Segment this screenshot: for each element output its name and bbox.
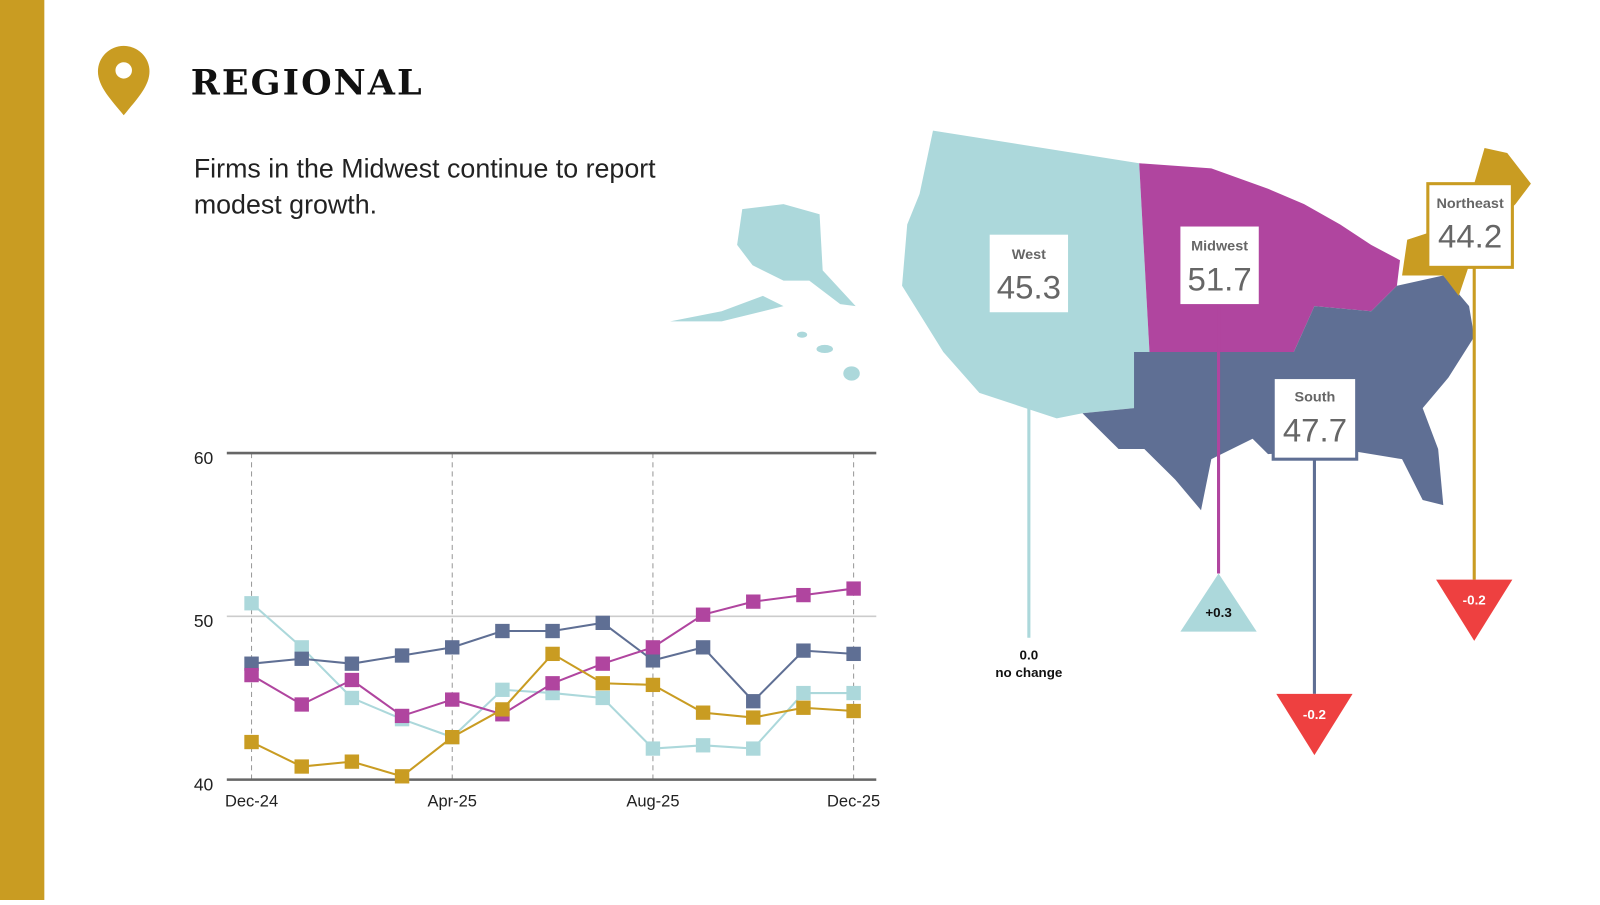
region-box <box>1180 226 1259 305</box>
data-point <box>796 643 811 658</box>
data-point <box>746 741 761 756</box>
data-point <box>344 690 360 706</box>
data-point <box>495 682 510 697</box>
data-point <box>595 615 610 630</box>
side-bar <box>0 0 45 900</box>
region-value: 47.7 <box>1283 411 1347 448</box>
data-point <box>244 667 259 683</box>
data-point <box>244 596 259 611</box>
data-point <box>746 694 761 709</box>
data-point <box>445 640 460 655</box>
change-marker <box>1276 693 1353 756</box>
x-tick-label: Dec-25 <box>827 792 880 810</box>
change-label: 0.0 <box>1020 648 1039 663</box>
data-point <box>695 738 711 753</box>
region-value: 51.7 <box>1187 260 1251 297</box>
data-point <box>294 640 309 655</box>
y-tick-label: 40 <box>194 774 214 794</box>
data-point <box>645 677 661 693</box>
change-label: -0.2 <box>1303 707 1326 722</box>
alaska <box>670 204 856 322</box>
data-point <box>796 685 811 701</box>
hawaii <box>816 344 833 354</box>
region-name: South <box>1295 390 1336 406</box>
data-point <box>445 730 460 745</box>
hawaii <box>796 331 808 338</box>
data-point <box>746 594 761 609</box>
region-box <box>1271 376 1359 461</box>
region-name: West <box>1012 247 1046 263</box>
data-point <box>545 676 560 691</box>
data-point <box>846 685 861 701</box>
change-label: +0.3 <box>1205 605 1231 620</box>
data-point <box>695 640 711 655</box>
change-marker <box>1436 579 1513 641</box>
region-value: 44.2 <box>1438 218 1502 255</box>
data-point <box>394 648 410 663</box>
data-point <box>495 702 510 717</box>
title: REGIONAL <box>191 63 424 104</box>
x-tick-label: Apr-25 <box>427 792 477 810</box>
data-point <box>244 656 259 671</box>
series-line <box>251 652 854 778</box>
data-point <box>445 692 460 707</box>
data-point <box>695 607 711 622</box>
change-note: no change <box>995 665 1062 680</box>
data-point <box>545 623 560 639</box>
data-point <box>595 656 610 671</box>
data-point <box>495 623 510 639</box>
x-tick-label: Aug-25 <box>626 792 679 810</box>
region-box <box>1426 182 1514 269</box>
data-point <box>344 672 360 688</box>
data-point <box>645 653 661 668</box>
data-point <box>294 651 309 666</box>
y-tick-label: 60 <box>194 448 214 468</box>
change-label: -0.2 <box>1463 593 1486 608</box>
pin-icon <box>97 45 150 116</box>
data-point <box>394 769 410 784</box>
data-point <box>394 708 410 724</box>
region-name: Midwest <box>1191 239 1248 255</box>
pin-hole <box>115 62 132 79</box>
data-point <box>846 646 861 662</box>
data-point <box>796 587 811 603</box>
data-point <box>645 741 661 756</box>
change-marker <box>1180 573 1257 632</box>
hawaii <box>843 366 860 381</box>
subtitle-box: Firms in the Midwest continue to report … <box>193 153 656 220</box>
x-tick-label: Dec-24 <box>225 792 278 810</box>
data-point <box>344 754 360 769</box>
data-point <box>595 676 610 691</box>
midwest-region <box>1139 163 1400 353</box>
data-point <box>344 656 360 671</box>
data-point <box>846 703 861 719</box>
region-name: Northeast <box>1436 196 1504 212</box>
data-point <box>645 640 661 655</box>
data-point <box>244 734 259 750</box>
data-point <box>695 705 711 720</box>
data-point <box>294 759 309 774</box>
region-value: 45.3 <box>997 269 1061 306</box>
data-point <box>294 697 309 712</box>
subtitle: Firms in the Midwest continue to report … <box>193 153 656 220</box>
data-point <box>545 646 560 662</box>
region-box <box>989 234 1069 313</box>
data-point <box>846 581 861 596</box>
y-tick-label: 50 <box>194 611 214 631</box>
data-point <box>746 710 761 725</box>
data-point <box>796 700 811 715</box>
data-point <box>595 690 610 706</box>
